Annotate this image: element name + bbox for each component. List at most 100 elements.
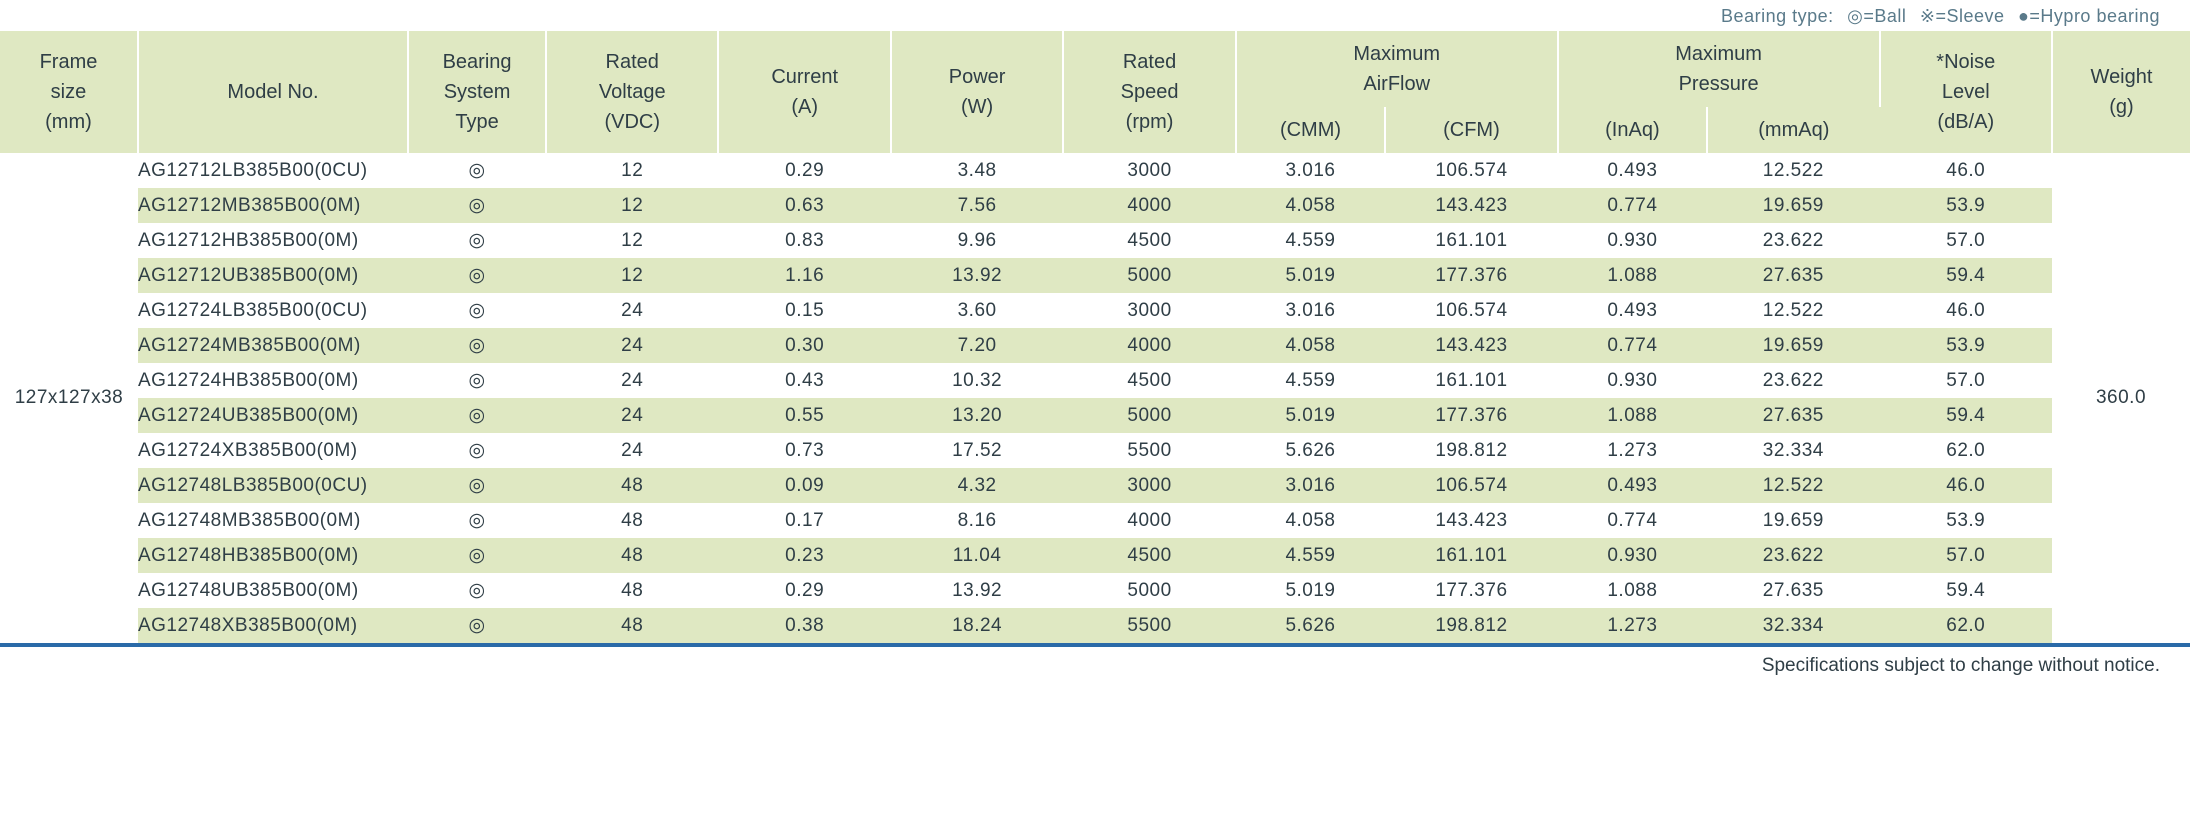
table-body: 127x127x38AG12712LB385B00(0CU)◎120.293.4… [0, 153, 2190, 643]
cell-vdc: 12 [546, 153, 718, 188]
cell-speed: 4000 [1063, 503, 1235, 538]
cell-bearing: ◎ [408, 223, 546, 258]
col-speed: Rated Speed (rpm) [1063, 31, 1235, 153]
cell-cfm: 143.423 [1385, 503, 1557, 538]
weight-cell: 360.0 [2052, 153, 2190, 643]
table-row: 127x127x38AG12712LB385B00(0CU)◎120.293.4… [0, 153, 2190, 188]
cell-noise: 53.9 [1880, 328, 2052, 363]
cell-mmaq: 27.635 [1707, 398, 1879, 433]
cell-noise: 59.4 [1880, 398, 2052, 433]
table-row: AG12748LB385B00(0CU)◎480.094.3230003.016… [0, 468, 2190, 503]
cell-speed: 4500 [1063, 223, 1235, 258]
cell-model: AG12748XB385B00(0M) [138, 608, 408, 643]
cell-mmaq: 19.659 [1707, 328, 1879, 363]
cell-cmm: 3.016 [1236, 153, 1385, 188]
cell-mmaq: 23.622 [1707, 363, 1879, 398]
cell-model: AG12724XB385B00(0M) [138, 433, 408, 468]
cell-model: AG12724HB385B00(0M) [138, 363, 408, 398]
cell-noise: 46.0 [1880, 153, 2052, 188]
cell-current: 0.83 [718, 223, 890, 258]
cell-mmaq: 27.635 [1707, 258, 1879, 293]
cell-power: 18.24 [891, 608, 1063, 643]
cell-bearing: ◎ [408, 468, 546, 503]
cell-mmaq: 27.635 [1707, 573, 1879, 608]
cell-current: 0.55 [718, 398, 890, 433]
cell-power: 17.52 [891, 433, 1063, 468]
cell-cfm: 198.812 [1385, 433, 1557, 468]
cell-power: 3.48 [891, 153, 1063, 188]
cell-noise: 46.0 [1880, 468, 2052, 503]
cell-cmm: 5.019 [1236, 258, 1385, 293]
cell-model: AG12748UB385B00(0M) [138, 573, 408, 608]
cell-current: 1.16 [718, 258, 890, 293]
cell-model: AG12748HB385B00(0M) [138, 538, 408, 573]
col-voltage: Rated Voltage (VDC) [546, 31, 718, 153]
col-mmaq: (mmAq) [1707, 107, 1879, 153]
cell-speed: 5500 [1063, 608, 1235, 643]
table-row: AG12712UB385B00(0M)◎121.1613.9250005.019… [0, 258, 2190, 293]
cell-cmm: 5.626 [1236, 608, 1385, 643]
cell-vdc: 24 [546, 293, 718, 328]
col-inaq: (InAq) [1558, 107, 1707, 153]
table-row: AG12724HB385B00(0M)◎240.4310.3245004.559… [0, 363, 2190, 398]
cell-speed: 4500 [1063, 363, 1235, 398]
cell-cmm: 4.058 [1236, 328, 1385, 363]
col-frame: Frame size (mm) [0, 31, 138, 153]
col-cmm: (CMM) [1236, 107, 1385, 153]
table-row: AG12724UB385B00(0M)◎240.5513.2050005.019… [0, 398, 2190, 433]
table-row: AG12724XB385B00(0M)◎240.7317.5255005.626… [0, 433, 2190, 468]
cell-vdc: 12 [546, 258, 718, 293]
cell-cfm: 161.101 [1385, 538, 1557, 573]
cell-inaq: 0.930 [1558, 223, 1707, 258]
cell-noise: 57.0 [1880, 538, 2052, 573]
cell-inaq: 1.088 [1558, 258, 1707, 293]
cell-vdc: 48 [546, 573, 718, 608]
cell-cmm: 4.559 [1236, 363, 1385, 398]
cell-speed: 3000 [1063, 468, 1235, 503]
cell-cfm: 161.101 [1385, 363, 1557, 398]
cell-power: 8.16 [891, 503, 1063, 538]
cell-power: 3.60 [891, 293, 1063, 328]
cell-inaq: 0.774 [1558, 188, 1707, 223]
cell-current: 0.63 [718, 188, 890, 223]
cell-cmm: 5.019 [1236, 398, 1385, 433]
table-row: AG12712HB385B00(0M)◎120.839.9645004.5591… [0, 223, 2190, 258]
cell-cfm: 177.376 [1385, 573, 1557, 608]
col-current: Current (A) [718, 31, 890, 153]
cell-current: 0.38 [718, 608, 890, 643]
col-model: Model No. [138, 31, 408, 153]
cell-mmaq: 12.522 [1707, 293, 1879, 328]
cell-model: AG12748LB385B00(0CU) [138, 468, 408, 503]
cell-vdc: 12 [546, 188, 718, 223]
cell-power: 7.56 [891, 188, 1063, 223]
cell-inaq: 0.774 [1558, 328, 1707, 363]
cell-mmaq: 23.622 [1707, 223, 1879, 258]
cell-speed: 5000 [1063, 258, 1235, 293]
cell-vdc: 48 [546, 538, 718, 573]
table-row: AG12748MB385B00(0M)◎480.178.1640004.0581… [0, 503, 2190, 538]
cell-power: 4.32 [891, 468, 1063, 503]
cell-cmm: 4.559 [1236, 223, 1385, 258]
cell-current: 0.30 [718, 328, 890, 363]
table-row: AG12748UB385B00(0M)◎480.2913.9250005.019… [0, 573, 2190, 608]
cell-speed: 3000 [1063, 293, 1235, 328]
col-bearing: Bearing System Type [408, 31, 546, 153]
cell-model: AG12724LB385B00(0CU) [138, 293, 408, 328]
cell-vdc: 24 [546, 363, 718, 398]
cell-cmm: 4.559 [1236, 538, 1385, 573]
table-row: AG12748HB385B00(0M)◎480.2311.0445004.559… [0, 538, 2190, 573]
cell-model: AG12712LB385B00(0CU) [138, 153, 408, 188]
cell-vdc: 48 [546, 503, 718, 538]
cell-power: 13.92 [891, 573, 1063, 608]
cell-cmm: 4.058 [1236, 503, 1385, 538]
cell-vdc: 48 [546, 608, 718, 643]
cell-bearing: ◎ [408, 363, 546, 398]
cell-bearing: ◎ [408, 153, 546, 188]
cell-cfm: 143.423 [1385, 328, 1557, 363]
cell-cmm: 3.016 [1236, 293, 1385, 328]
table-row: AG12748XB385B00(0M)◎480.3818.2455005.626… [0, 608, 2190, 643]
cell-vdc: 24 [546, 433, 718, 468]
cell-inaq: 0.493 [1558, 293, 1707, 328]
cell-cfm: 143.423 [1385, 188, 1557, 223]
table-row: AG12712MB385B00(0M)◎120.637.5640004.0581… [0, 188, 2190, 223]
